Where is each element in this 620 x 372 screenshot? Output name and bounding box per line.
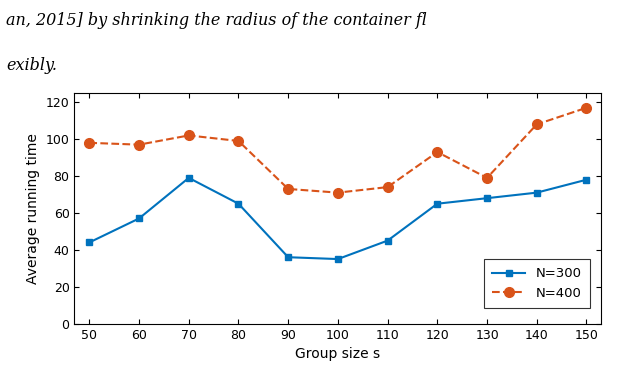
N=300 bbox=[135, 216, 143, 221]
Text: an, 2015] by shrinking the radius of the container fl: an, 2015] by shrinking the radius of the… bbox=[6, 12, 427, 29]
Legend: N=300, N=400: N=300, N=400 bbox=[484, 259, 590, 308]
N=300 bbox=[185, 176, 192, 180]
N=300 bbox=[583, 177, 590, 182]
N=300 bbox=[334, 257, 342, 261]
N=300 bbox=[484, 196, 491, 201]
N=400 bbox=[285, 187, 292, 191]
N=300 bbox=[433, 202, 441, 206]
Text: exibly.: exibly. bbox=[6, 57, 57, 74]
N=300 bbox=[384, 238, 391, 243]
Line: N=400: N=400 bbox=[84, 103, 591, 198]
N=400 bbox=[334, 190, 342, 195]
N=400 bbox=[235, 139, 242, 143]
N=400 bbox=[433, 150, 441, 154]
Line: N=300: N=300 bbox=[86, 174, 590, 263]
N=400 bbox=[185, 133, 192, 138]
X-axis label: Group size s: Group size s bbox=[295, 347, 381, 361]
N=400 bbox=[583, 106, 590, 110]
N=300 bbox=[86, 240, 93, 245]
N=300 bbox=[235, 202, 242, 206]
Y-axis label: Average running time: Average running time bbox=[26, 133, 40, 284]
N=300 bbox=[285, 255, 292, 259]
N=400 bbox=[533, 122, 541, 126]
N=400 bbox=[484, 176, 491, 180]
N=400 bbox=[86, 141, 93, 145]
N=400 bbox=[384, 185, 391, 189]
N=400 bbox=[135, 142, 143, 147]
N=300 bbox=[533, 190, 541, 195]
